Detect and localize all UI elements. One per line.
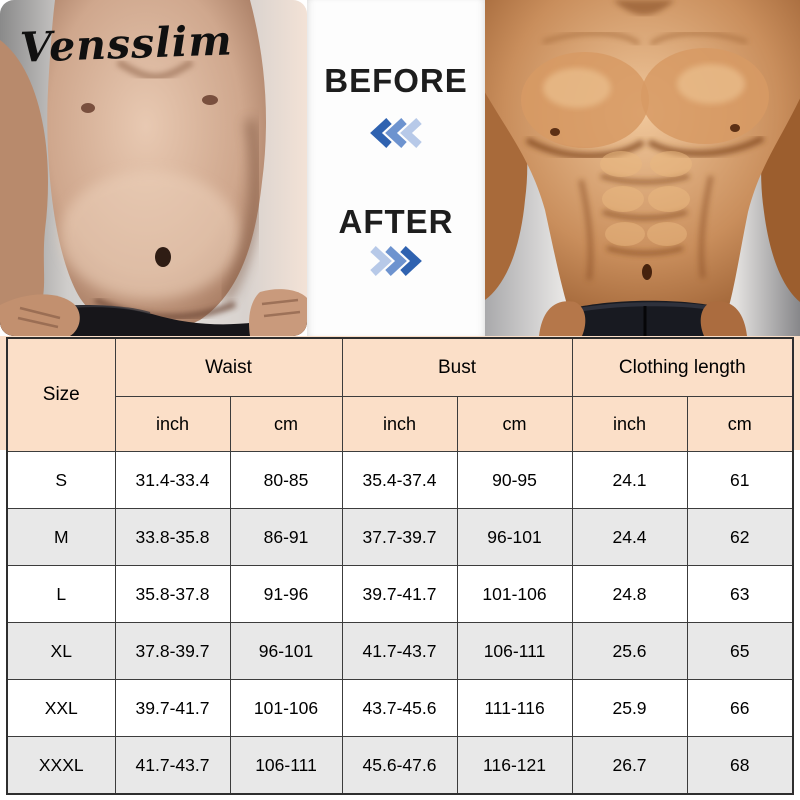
after-torso-illustration	[485, 0, 800, 336]
length-cm-cell: 63	[686, 565, 794, 623]
waist-cm-cell: 80-85	[229, 451, 343, 509]
waist-cm-cell: 96-101	[229, 622, 343, 680]
length-inch-cell: 24.8	[571, 565, 688, 623]
bust-inch-cell: 35.4-37.4	[341, 451, 458, 509]
waist-cm-cell: 101-106	[229, 679, 343, 737]
length-cm-cell: 68	[686, 736, 794, 795]
waist-inch-cell: 37.8-39.7	[114, 622, 231, 680]
header-unit-row: inch cm inch cm inch cm	[7, 396, 794, 452]
before-photo	[0, 0, 307, 336]
unit-bust-cm: cm	[456, 396, 573, 452]
length-cm-cell: 61	[686, 451, 794, 509]
bust-inch-cell: 41.7-43.7	[341, 622, 458, 680]
size-cell: M	[6, 508, 116, 566]
waist-cm-cell: 86-91	[229, 508, 343, 566]
before-after-section: Vensslim	[0, 0, 800, 336]
table-row-l: L 35.8-37.8 91-96 39.7-41.7 101-106 24.8…	[6, 565, 794, 623]
bust-inch-cell: 43.7-45.6	[341, 679, 458, 737]
unit-waist-inch: inch	[114, 396, 231, 452]
length-cm-cell: 65	[686, 622, 794, 680]
after-photo	[485, 0, 800, 336]
col-header-bust: Bust	[341, 337, 573, 397]
col-header-clothing-length: Clothing length	[571, 337, 794, 397]
table-row-xxxl: XXXL 41.7-43.7 106-111 45.6-47.6 116-121…	[6, 736, 794, 795]
length-inch-cell: 24.1	[571, 451, 688, 509]
header-group-row: Size Waist Bust Clothing length	[6, 337, 794, 452]
col-header-waist: Waist	[114, 337, 343, 397]
waist-inch-cell: 33.8-35.8	[114, 508, 231, 566]
size-cell: S	[6, 451, 116, 509]
waist-cm-cell: 91-96	[229, 565, 343, 623]
size-cell: L	[6, 565, 116, 623]
length-cm-cell: 62	[686, 508, 794, 566]
unit-length-cm: cm	[686, 396, 794, 452]
chevrons-right-icon	[370, 246, 422, 276]
waist-inch-cell: 35.8-37.8	[114, 565, 231, 623]
bust-cm-cell: 116-121	[456, 736, 573, 795]
bust-cm-cell: 90-95	[456, 451, 573, 509]
length-inch-cell: 25.6	[571, 622, 688, 680]
before-label: BEFORE	[324, 62, 468, 99]
size-chart-section: Size Waist Bust Clothing length inch cm …	[0, 336, 800, 800]
unit-waist-cm: cm	[229, 396, 343, 452]
size-cell: XL	[6, 622, 116, 680]
size-cell: XXL	[6, 679, 116, 737]
table-row-s: S 31.4-33.4 80-85 35.4-37.4 90-95 24.1 6…	[6, 451, 794, 509]
bust-inch-cell: 39.7-41.7	[341, 565, 458, 623]
bust-cm-cell: 106-111	[456, 622, 573, 680]
waist-inch-cell: 41.7-43.7	[114, 736, 231, 795]
size-chart-table: Size Waist Bust Clothing length inch cm …	[6, 337, 795, 795]
bust-inch-cell: 37.7-39.7	[341, 508, 458, 566]
waist-inch-cell: 31.4-33.4	[114, 451, 231, 509]
table-row-m: M 33.8-35.8 86-91 37.7-39.7 96-101 24.4 …	[6, 508, 794, 566]
bust-inch-cell: 45.6-47.6	[341, 736, 458, 795]
col-header-size: Size	[6, 337, 116, 452]
table-row-xl: XL 37.8-39.7 96-101 41.7-43.7 106-111 25…	[6, 622, 794, 680]
length-inch-cell: 26.7	[571, 736, 688, 795]
waist-inch-cell: 39.7-41.7	[114, 679, 231, 737]
size-chart-wrap: Size Waist Bust Clothing length inch cm …	[0, 336, 800, 795]
length-inch-cell: 24.4	[571, 508, 688, 566]
before-torso-illustration	[0, 0, 307, 336]
bust-cm-cell: 111-116	[456, 679, 573, 737]
bust-cm-cell: 101-106	[456, 565, 573, 623]
length-inch-cell: 25.9	[571, 679, 688, 737]
before-after-divider: BEFORE AFTER	[307, 0, 485, 336]
bust-cm-cell: 96-101	[456, 508, 573, 566]
chevrons-left-icon	[370, 118, 422, 148]
waist-cm-cell: 106-111	[229, 736, 343, 795]
unit-bust-inch: inch	[341, 396, 458, 452]
unit-length-inch: inch	[571, 396, 688, 452]
size-cell: XXXL	[6, 736, 116, 795]
after-label: AFTER	[338, 203, 454, 240]
table-row-xxl: XXL 39.7-41.7 101-106 43.7-45.6 111-116 …	[6, 679, 794, 737]
brand-logo: Vensslim	[19, 16, 234, 72]
length-cm-cell: 66	[686, 679, 794, 737]
